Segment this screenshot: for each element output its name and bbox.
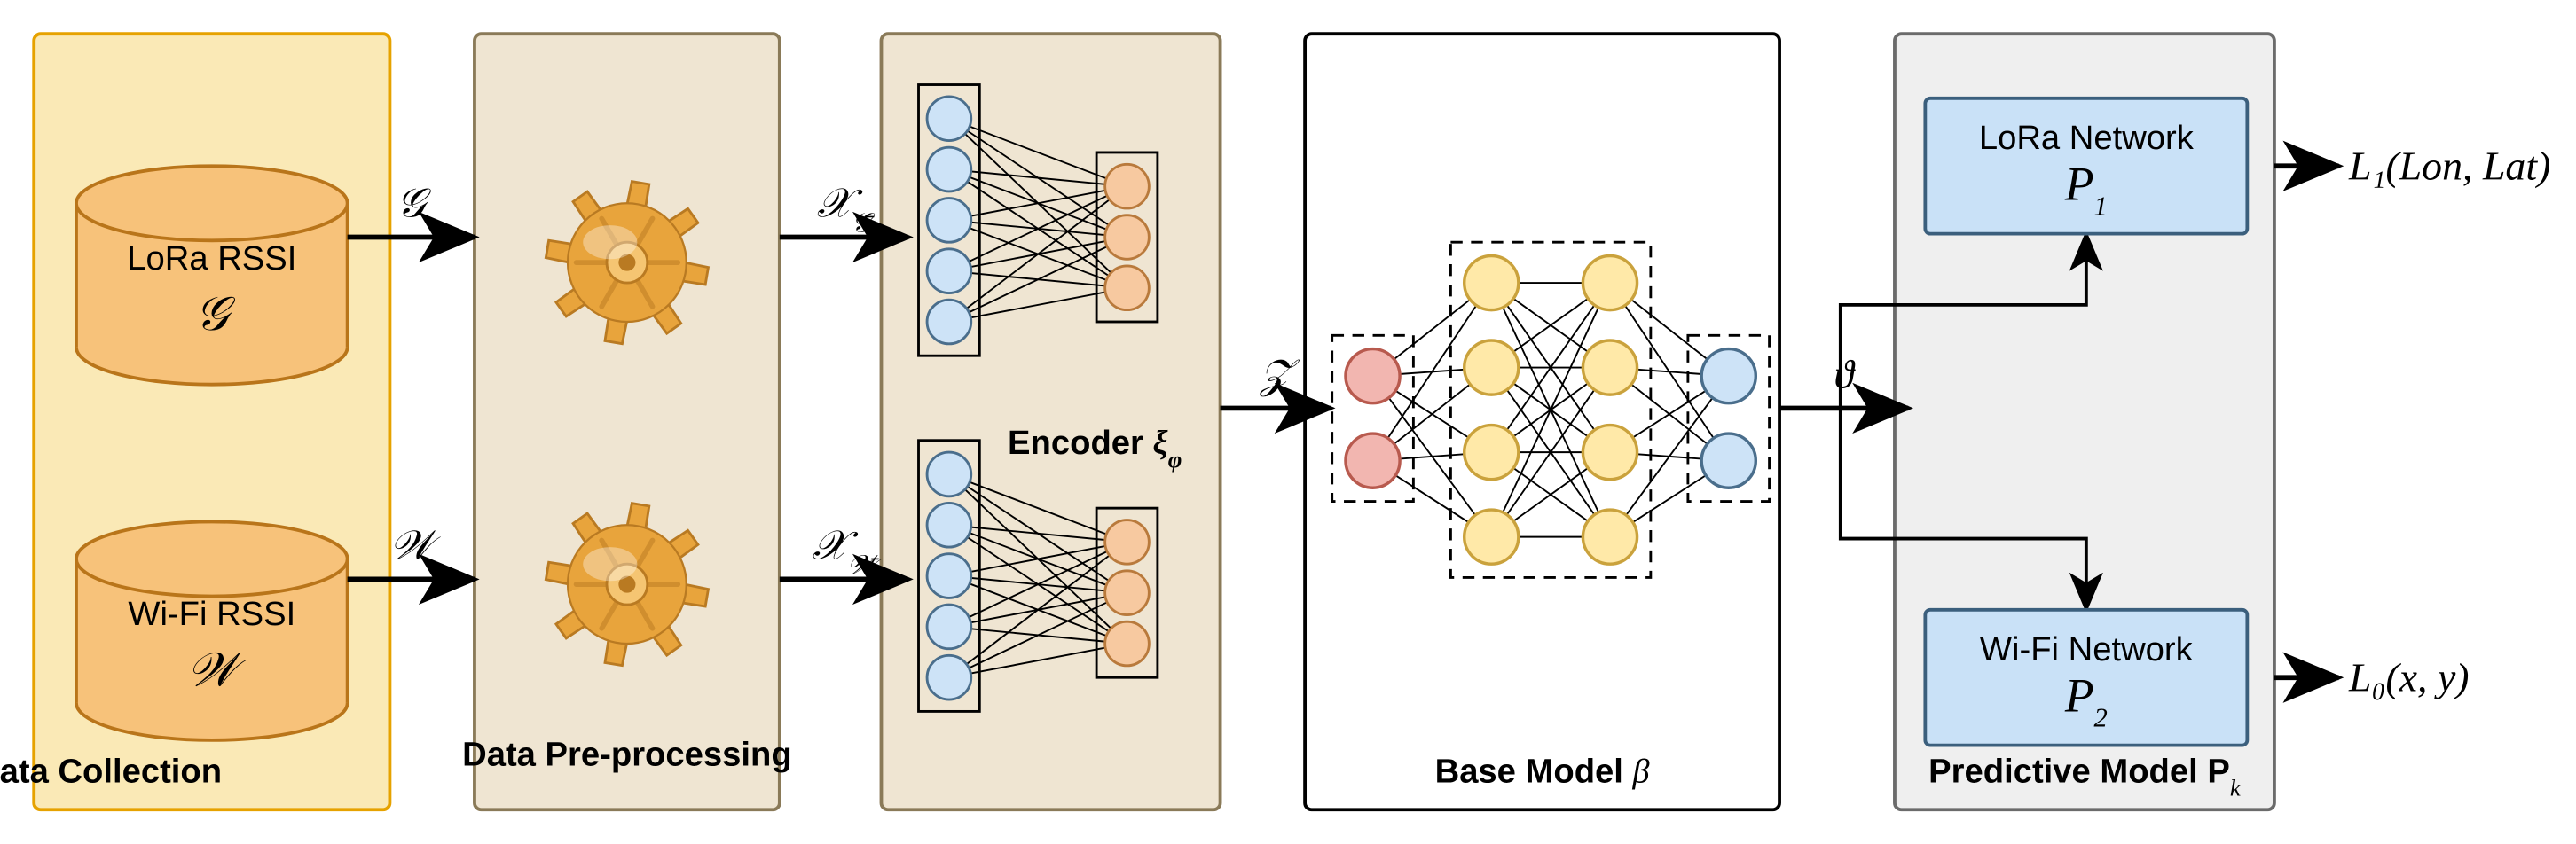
lora-cylinder: LoRa RSSI𝒢 — [76, 166, 348, 384]
arrow-theta-label: ϑ — [1834, 352, 1856, 397]
wifi-cylinder: Wi-Fi RSSI𝒲 — [76, 521, 348, 739]
arrow-xw-label: 𝒳𝒲̄ — [813, 522, 882, 580]
pred-wifi-box-title: Wi-Fi Network — [1980, 630, 2194, 668]
arrow-g-label: 𝒢 — [397, 181, 432, 226]
arrow-w-label: 𝒲 — [389, 522, 441, 567]
svg-text:RSSI Data Collection: RSSI Data Collection — [0, 753, 222, 791]
diagram-canvas: RSSI Data CollectionData Pre-processingE… — [0, 0, 2576, 843]
arrow-xg-label: 𝒳𝒢̄ — [817, 181, 876, 238]
svg-text:Data Pre-processing: Data Pre-processing — [462, 736, 792, 774]
panel — [475, 34, 780, 809]
output-lora: L₁(Lon, Lat) — [2348, 144, 2550, 189]
pred-lora-box-title: LoRa Network — [1979, 119, 2195, 157]
base-label: Base Model β — [1435, 753, 1650, 791]
arrow-z-label: 𝒵 — [1259, 352, 1300, 397]
output-wifi: L₀(x, y) — [2348, 654, 2470, 699]
panel — [1305, 34, 1779, 809]
svg-text:LoRa RSSI: LoRa RSSI — [127, 239, 296, 277]
svg-text:Wi-Fi RSSI: Wi-Fi RSSI — [128, 595, 295, 633]
